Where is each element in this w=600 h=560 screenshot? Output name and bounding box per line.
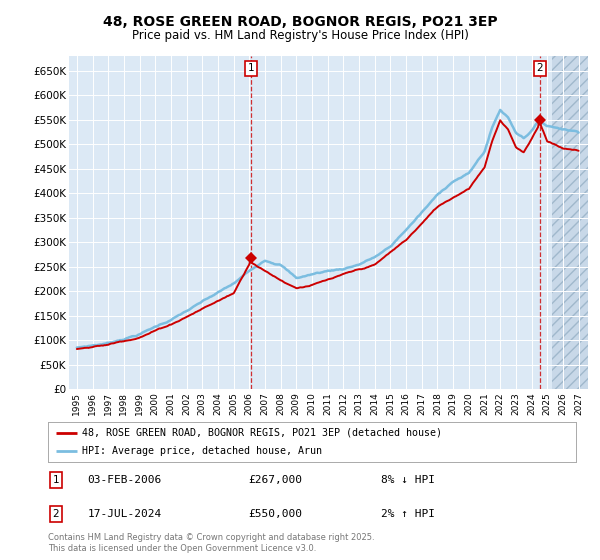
Bar	[552, 56, 588, 389]
Text: £550,000: £550,000	[248, 508, 302, 519]
Text: 8% ↓ HPI: 8% ↓ HPI	[380, 475, 434, 486]
Text: £267,000: £267,000	[248, 475, 302, 486]
Text: 48, ROSE GREEN ROAD, BOGNOR REGIS, PO21 3EP (detached house): 48, ROSE GREEN ROAD, BOGNOR REGIS, PO21 …	[82, 428, 442, 437]
Bar	[552, 56, 588, 389]
Text: This data is licensed under the Open Government Licence v3.0.: This data is licensed under the Open Gov…	[48, 544, 316, 553]
Text: 2: 2	[53, 508, 59, 519]
Text: 48, ROSE GREEN ROAD, BOGNOR REGIS, PO21 3EP: 48, ROSE GREEN ROAD, BOGNOR REGIS, PO21 …	[103, 15, 497, 29]
Text: 2: 2	[537, 63, 544, 73]
Text: Price paid vs. HM Land Registry's House Price Index (HPI): Price paid vs. HM Land Registry's House …	[131, 29, 469, 42]
Text: 1: 1	[53, 475, 59, 486]
Text: HPI: Average price, detached house, Arun: HPI: Average price, detached house, Arun	[82, 446, 322, 456]
Text: Contains HM Land Registry data © Crown copyright and database right 2025.: Contains HM Land Registry data © Crown c…	[48, 533, 374, 542]
Text: 17-JUL-2024: 17-JUL-2024	[88, 508, 162, 519]
Text: 03-FEB-2006: 03-FEB-2006	[88, 475, 162, 486]
Text: 1: 1	[247, 63, 254, 73]
Text: 2% ↑ HPI: 2% ↑ HPI	[380, 508, 434, 519]
